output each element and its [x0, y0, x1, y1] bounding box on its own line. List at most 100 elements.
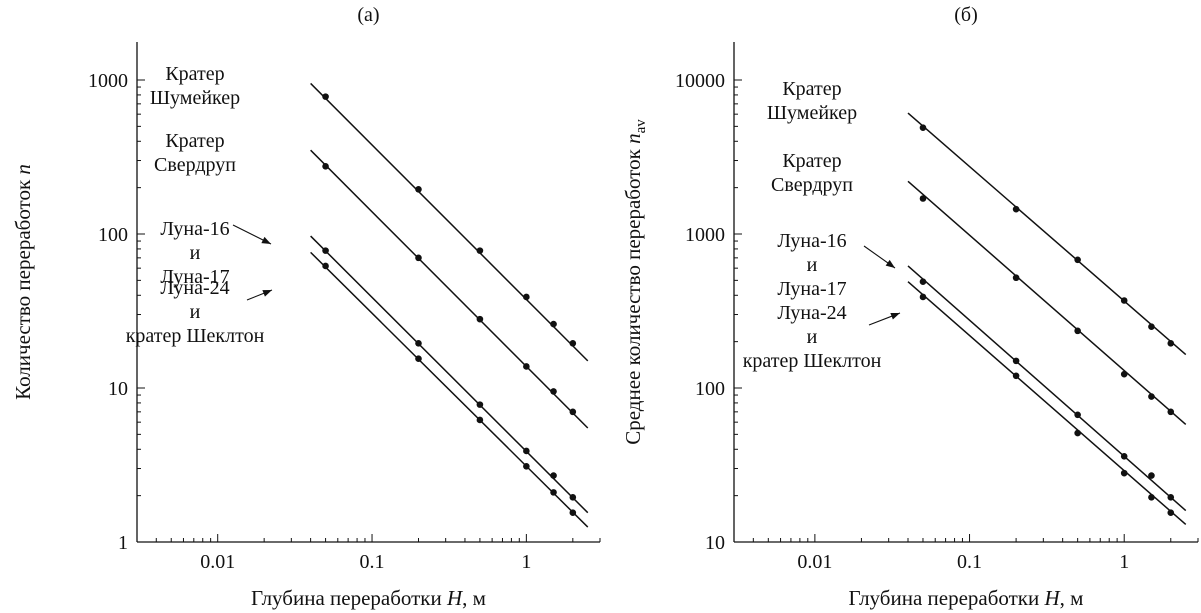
data-point: [569, 509, 577, 516]
y-tick-label: 10000: [675, 70, 725, 92]
data-point: [569, 408, 577, 416]
data-point: [415, 340, 422, 347]
data-point: [476, 315, 484, 323]
y-axis-label-variable: n: [11, 164, 35, 175]
data-point: [1012, 357, 1020, 365]
y-tick-label: 10: [108, 378, 128, 400]
y-axis-label-text: Количество переработок: [11, 175, 35, 400]
data-point: [569, 494, 577, 501]
label-arrowhead: [890, 312, 900, 320]
series-label-line: Луна-16: [777, 230, 846, 252]
data-point: [1167, 408, 1175, 416]
data-point: [1120, 370, 1128, 378]
data-point: [550, 489, 557, 496]
y-tick-label: 1000: [685, 224, 725, 246]
data-point: [523, 363, 530, 370]
x-tick-label: 0.01: [200, 551, 235, 573]
x-tick-label: 1: [521, 551, 531, 573]
x-tick-label: 0.01: [797, 551, 832, 573]
series-label-line: Кратер: [165, 63, 224, 85]
data-point: [322, 247, 329, 254]
data-point: [1074, 429, 1081, 437]
y-axis-label: Среднее количество переработок nav: [621, 119, 649, 445]
y-axis-label-variable: n: [621, 133, 645, 144]
data-point: [1167, 509, 1175, 516]
data-point: [1167, 340, 1175, 347]
data-point: [415, 254, 422, 262]
y-tick-label: 10: [705, 532, 725, 554]
x-axis-label-variable: H: [1044, 586, 1062, 610]
data-point: [523, 293, 530, 301]
data-point: [919, 293, 927, 301]
x-axis-label: Глубина переработки H, м: [849, 586, 1084, 610]
data-point: [476, 416, 484, 424]
series-label-line: и: [190, 242, 201, 264]
series-fit-line-2: [310, 149, 589, 429]
series-fit-line-3: [907, 265, 1187, 512]
data-point: [1120, 469, 1128, 477]
data-point: [550, 388, 557, 395]
data-point: [550, 472, 557, 479]
x-axis-label-unit: , м: [1060, 586, 1084, 610]
data-point: [1012, 274, 1020, 282]
data-point: [476, 247, 484, 254]
data-point: [322, 93, 329, 100]
data-point: [1012, 205, 1020, 213]
series-label-line: кратер Шеклтон: [126, 325, 265, 347]
chart-panel-1: 0.01 0.1 1 1 10 100 1000 (а) Глубина переработки…: [11, 4, 601, 610]
x-tick-label: 1: [1119, 551, 1129, 573]
data-point: [1148, 494, 1155, 501]
y-tick-label: 100: [695, 378, 725, 400]
series-label-line: Луна-24: [160, 277, 229, 299]
y-axis-label-subscript: av: [633, 119, 649, 134]
y-tick-label: 1000: [88, 70, 128, 92]
chart-panel-2: 0.01 0.1 1 10 100 1000 10000 (б) Глубина перераб…: [621, 4, 1199, 610]
label-arrowhead: [262, 290, 272, 297]
x-axis-label-unit: , м: [462, 586, 486, 610]
data-point: [1074, 256, 1081, 264]
x-tick-label: 0.1: [360, 551, 385, 573]
series-label-line: Луна-24: [777, 302, 846, 324]
data-point: [1148, 393, 1155, 400]
data-point: [1148, 472, 1155, 479]
series-label-line: Луна-16: [160, 218, 229, 240]
data-point: [1074, 327, 1081, 335]
label-arrowhead: [885, 259, 895, 268]
series-label-line: кратер Шеклтон: [743, 350, 882, 372]
data-point: [919, 124, 927, 132]
data-point: [1074, 411, 1081, 419]
series-fit-line-4: [907, 281, 1187, 526]
series-label-line: и: [807, 254, 818, 276]
data-point: [476, 401, 484, 408]
data-point: [1012, 372, 1020, 380]
data-point: [322, 163, 329, 170]
data-point: [415, 355, 422, 362]
data-point: [1120, 297, 1128, 304]
series-label-line: Шумейкер: [150, 87, 240, 109]
y-tick-label: 1: [118, 532, 128, 554]
series-fit-line-1: [907, 112, 1187, 356]
label-arrowhead: [261, 236, 271, 244]
data-point: [919, 195, 927, 202]
x-axis-label-text: Глубина переработки: [251, 586, 447, 610]
y-axis-label: Количество переработок n: [11, 164, 35, 400]
series-label-line: Кратер: [782, 78, 841, 100]
data-point: [1167, 494, 1175, 501]
series-label-line: Луна-17: [777, 278, 846, 300]
series-label-line: Кратер: [782, 150, 841, 172]
series-label-line: и: [190, 301, 201, 323]
data-point: [523, 463, 530, 470]
series-fit-line-3: [310, 235, 589, 514]
y-axis-label-text: Среднее количество переработок: [621, 144, 645, 445]
data-point: [322, 262, 329, 270]
data-point: [569, 340, 577, 347]
x-axis-label: Глубина переработки H, м: [251, 586, 486, 610]
series-label-line: Свердруп: [771, 174, 853, 196]
x-tick-label: 0.1: [957, 551, 982, 573]
panel-label: (а): [357, 4, 379, 26]
data-point: [919, 278, 927, 286]
series-label-line: Кратер: [165, 130, 224, 152]
series-label-line: и: [807, 326, 818, 348]
panel-label: (б): [954, 4, 978, 26]
